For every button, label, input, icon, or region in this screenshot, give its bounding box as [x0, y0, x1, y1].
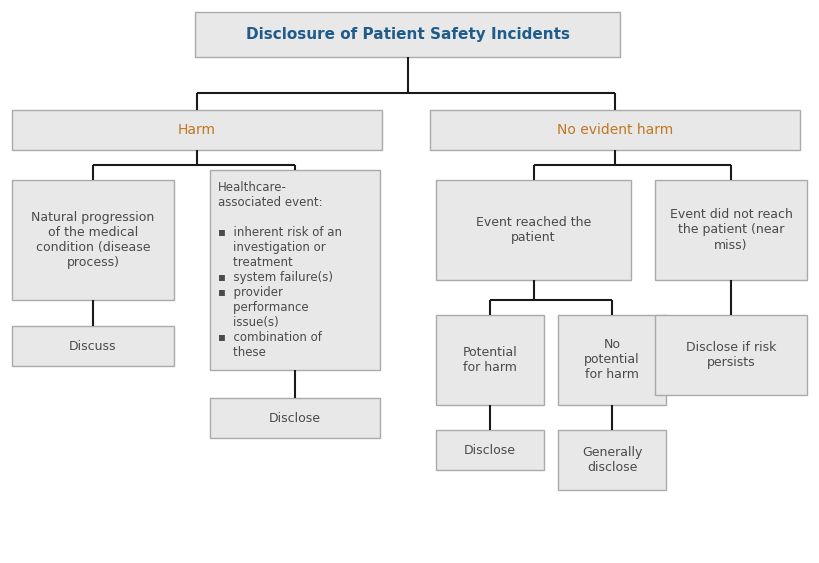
Text: No evident harm: No evident harm [557, 123, 673, 137]
FancyBboxPatch shape [436, 315, 544, 405]
FancyBboxPatch shape [12, 180, 174, 300]
Text: Potential
for harm: Potential for harm [463, 346, 518, 374]
Text: Generally
disclose: Generally disclose [581, 446, 642, 474]
FancyBboxPatch shape [430, 110, 800, 150]
FancyBboxPatch shape [12, 326, 174, 366]
Text: Event did not reach
the patient (near
miss): Event did not reach the patient (near mi… [670, 208, 793, 252]
Text: Disclose: Disclose [464, 444, 516, 457]
Text: Disclose: Disclose [269, 412, 321, 425]
FancyBboxPatch shape [12, 110, 382, 150]
Text: Event reached the
patient: Event reached the patient [476, 216, 591, 244]
Text: Natural progression
of the medical
condition (disease
process): Natural progression of the medical condi… [31, 211, 155, 269]
FancyBboxPatch shape [195, 12, 620, 57]
Text: Harm: Harm [178, 123, 216, 137]
FancyBboxPatch shape [558, 315, 666, 405]
Text: Healthcare-
associated event:

▪  inherent risk of an
    investigation or
    t: Healthcare- associated event: ▪ inherent… [218, 181, 342, 359]
FancyBboxPatch shape [655, 180, 807, 280]
FancyBboxPatch shape [558, 430, 666, 490]
FancyBboxPatch shape [210, 170, 380, 370]
FancyBboxPatch shape [210, 398, 380, 438]
Text: Discuss: Discuss [70, 339, 117, 352]
FancyBboxPatch shape [436, 180, 631, 280]
Text: No
potential
for harm: No potential for harm [584, 338, 640, 382]
Text: Disclose if risk
persists: Disclose if risk persists [686, 341, 776, 369]
FancyBboxPatch shape [655, 315, 807, 395]
FancyBboxPatch shape [436, 430, 544, 470]
Text: Disclosure of Patient Safety Incidents: Disclosure of Patient Safety Incidents [246, 27, 569, 42]
